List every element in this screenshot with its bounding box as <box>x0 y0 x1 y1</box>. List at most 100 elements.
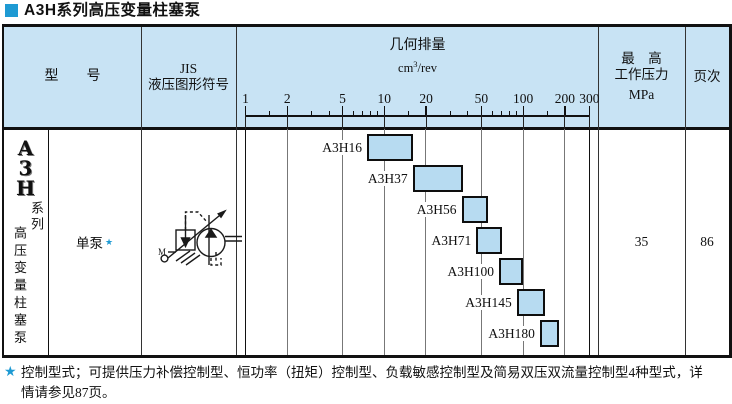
axis-minor-tick <box>467 111 469 116</box>
page-number-value: 86 <box>700 234 714 249</box>
axis-tick-label: 50 <box>474 91 489 106</box>
column-border-pressure-page <box>684 27 686 355</box>
axis-grid-segment <box>522 115 524 129</box>
model-type-value: 单泵 <box>75 236 103 251</box>
axis-grid-segment <box>425 115 427 129</box>
logo-letter-h: H <box>16 176 35 200</box>
pressure-header-line1: 最 高 <box>621 51 662 66</box>
axis-grid-segment <box>480 115 482 129</box>
axis-minor-tick <box>269 111 271 116</box>
table-right-border <box>729 24 732 358</box>
pump-model-label: A3H145 <box>463 295 514 310</box>
bar-label-A3H37: A3H37 <box>329 165 410 192</box>
bar-label-A3H100: A3H100 <box>415 258 496 285</box>
axis-tick-label: 10 <box>377 91 392 106</box>
axis-grid-segment <box>286 115 288 129</box>
pump-flow-triangle <box>204 228 218 238</box>
pilot-line-dashed <box>184 211 208 230</box>
table-header-background <box>4 27 729 127</box>
displacement-axis-line <box>245 115 590 117</box>
axis-grid-segment <box>588 115 590 129</box>
bar-label-A3H180: A3H180 <box>456 320 537 347</box>
footnote-star-icon: ★ <box>4 365 17 380</box>
axis-minor-tick <box>370 111 372 116</box>
bar-A3H100 <box>498 258 524 285</box>
axis-major-tick <box>341 106 344 115</box>
column-border-model-jis <box>141 27 143 355</box>
displacement-title: 几何排量 <box>389 38 446 53</box>
axis-tick-label: 5 <box>339 91 346 106</box>
sidebar-divider <box>47 129 49 355</box>
bar-label-A3H16: A3H16 <box>283 134 364 161</box>
axis-major-tick <box>588 106 591 115</box>
chart-gridline <box>522 129 524 355</box>
pump-model-label: A3H100 <box>445 264 496 279</box>
page-title: A3H系列高压变量柱塞泵 <box>24 2 201 19</box>
axis-grid-segment <box>383 115 385 129</box>
pump-model-label: A3H37 <box>365 171 410 186</box>
axis-major-tick <box>286 106 288 115</box>
axis-major-tick <box>383 106 385 115</box>
bar-A3H16 <box>366 134 413 161</box>
axis-minor-tick <box>501 111 503 116</box>
chart-gridline <box>564 129 566 355</box>
bar-A3H145 <box>516 289 546 316</box>
page-number-cell: 86 <box>685 129 729 355</box>
header-page: 页次 <box>685 27 729 127</box>
axis-minor-tick <box>362 111 364 116</box>
table-bottom-border <box>2 355 731 358</box>
axis-minor-tick <box>509 111 511 116</box>
chart-gridline <box>286 129 288 355</box>
valve-arrow <box>180 237 191 249</box>
chart-gridline <box>341 129 343 355</box>
axis-minor-tick <box>311 111 313 116</box>
bar-A3H37 <box>412 165 464 192</box>
bar-label-A3H145: A3H145 <box>433 289 514 316</box>
pump-model-label: A3H16 <box>320 140 364 155</box>
jis-hydraulic-symbol: M <box>158 209 242 266</box>
axis-minor-tick <box>377 111 379 116</box>
bar-label-A3H56: A3H56 <box>378 196 459 223</box>
axis-minor-tick <box>450 111 452 116</box>
chart-gridline <box>588 129 591 355</box>
drain-port-circle <box>160 254 169 263</box>
spring-icon <box>175 250 191 262</box>
bar-A3H56 <box>461 196 489 223</box>
motor-label: M <box>158 247 166 257</box>
chart-gridline <box>383 129 385 355</box>
table-left-border <box>2 24 4 358</box>
axis-minor-tick <box>516 111 518 116</box>
axis-tick-label: 20 <box>419 91 433 106</box>
axis-tick-label: 200 <box>554 91 575 106</box>
sidebar-product-label: 高压变量柱塞泵 <box>12 226 27 348</box>
title-bullet-icon <box>5 4 18 17</box>
axis-grid-segment <box>342 115 344 129</box>
pressure-header-line2: 工作压力 <box>614 67 669 82</box>
pump-model-label: A3H56 <box>414 202 459 217</box>
bar-A3H71 <box>476 227 503 254</box>
header-bottom-border <box>2 127 731 130</box>
axis-tick-label: 1 <box>242 91 249 106</box>
column-border-chart-pressure <box>598 27 600 355</box>
header-displacement: 几何排量 cm3/rev <box>237 38 598 80</box>
axis-tick-label: 2 <box>283 91 291 106</box>
axis-major-tick <box>522 106 524 115</box>
max-pressure-cell: 35 <box>599 129 684 355</box>
table-top-border <box>2 24 731 27</box>
pump-model-label: A3H180 <box>486 326 537 341</box>
bar-A3H180 <box>539 320 559 347</box>
drain-bracket-dashed <box>210 258 222 266</box>
axis-major-tick <box>564 106 566 115</box>
footnote-star-marker: ★ <box>104 236 114 247</box>
axis-major-tick <box>425 106 427 115</box>
axis-grid-segment <box>245 115 247 129</box>
axis-tick-label: 100 <box>512 91 534 106</box>
pressure-unit-label: MPa <box>628 87 655 102</box>
logo-letter-a: A <box>17 136 34 160</box>
logo-letter-3: 3 <box>18 156 33 180</box>
header-jis-line2: 液压图形符号 <box>148 77 229 92</box>
footnote-text: 控制型式；可提供压力补偿控制型、恒功率（扭矩）控制型、负载敏感控制型及简易双压双… <box>21 365 703 400</box>
header-max-pressure: 最 高 工作压力 MPa <box>599 27 684 127</box>
axis-major-tick <box>480 106 482 115</box>
